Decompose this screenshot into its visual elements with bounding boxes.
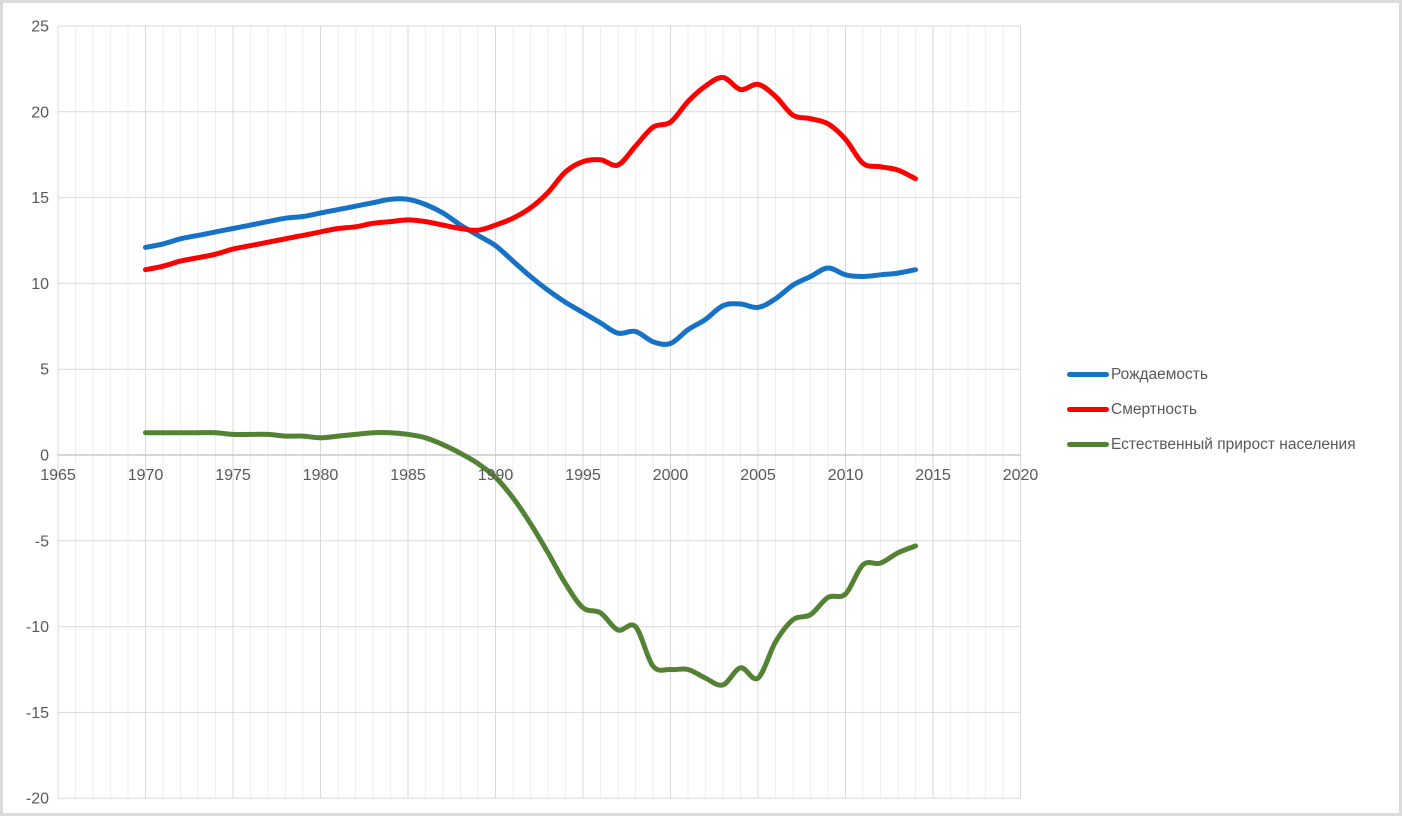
legend-label-natural-increase: Естественный прирост населения xyxy=(1111,436,1356,453)
x-tick-label: 1990 xyxy=(478,467,514,484)
x-tick-label: 2020 xyxy=(1003,467,1039,484)
legend-item-death-rate: Смертность xyxy=(1067,399,1356,420)
y-axis-tick-labels: 25 20 15 10 5 0 -5 -10 -15 -20 xyxy=(26,19,49,808)
series-line-death-rate xyxy=(143,74,918,273)
x-tick-label: 1995 xyxy=(565,467,601,484)
y-tick-label: 20 xyxy=(31,104,49,121)
y-tick-label: 5 xyxy=(40,362,49,379)
y-tick-label: 10 xyxy=(31,276,49,293)
legend-label-death-rate: Смертность xyxy=(1111,401,1197,418)
y-tick-label: -20 xyxy=(26,791,49,808)
y-tick-label: -10 xyxy=(26,619,49,636)
legend-swatch-death-rate-icon xyxy=(1067,407,1109,412)
x-tick-label: 1965 xyxy=(40,467,76,484)
gridlines-major-horizontal xyxy=(58,25,1021,799)
y-tick-label: -5 xyxy=(35,533,49,550)
legend-item-natural-increase: Естественный прирост населения xyxy=(1067,434,1356,455)
legend-swatch-birth-rate-icon xyxy=(1067,372,1109,377)
x-tick-label: 2010 xyxy=(828,467,864,484)
legend-label-birth-rate: Рождаемость xyxy=(1111,366,1208,383)
y-tick-label: 25 xyxy=(31,19,49,36)
gridlines-minor-vertical xyxy=(75,26,1004,799)
series-line-birth-rate xyxy=(143,196,918,347)
x-tick-label: 1970 xyxy=(128,467,164,484)
x-tick-label: 1975 xyxy=(215,467,251,484)
y-tick-label: -15 xyxy=(26,705,49,722)
x-tick-label: 2005 xyxy=(740,467,776,484)
chart-legend: Рождаемость Смертность Естественный прир… xyxy=(1067,364,1356,455)
x-tick-label: 1980 xyxy=(303,467,339,484)
x-tick-label: 2015 xyxy=(915,467,951,484)
gridlines-major-vertical xyxy=(57,26,1021,799)
series-line-natural-increase xyxy=(143,429,918,688)
x-tick-label: 2000 xyxy=(653,467,689,484)
legend-swatch-natural-increase-icon xyxy=(1067,442,1109,447)
x-axis-tick-labels: 1965 1970 1975 1980 1985 1990 1995 2000 2005 2010… xyxy=(40,467,1038,484)
y-tick-label: 0 xyxy=(40,448,49,465)
legend-item-birth-rate: Рождаемость xyxy=(1067,364,1356,385)
y-tick-label: 15 xyxy=(31,190,49,207)
x-tick-label: 1985 xyxy=(390,467,426,484)
